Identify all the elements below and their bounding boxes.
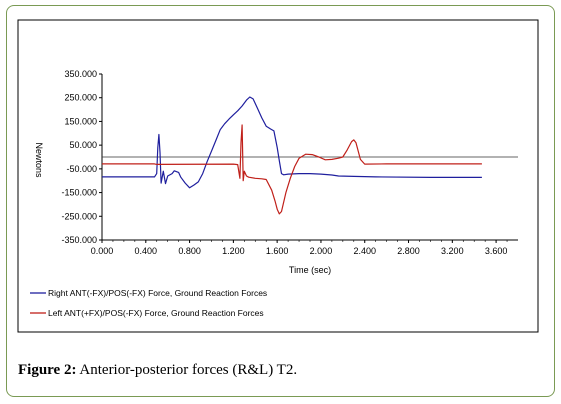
- x-tick-label: 3.600: [485, 246, 508, 256]
- x-tick-label: 0.400: [135, 246, 158, 256]
- legend-label: Left ANT(+FX)/POS(-FX) Force, Ground Rea…: [48, 308, 264, 318]
- x-tick-label: 0.000: [91, 246, 114, 256]
- x-tick-label: 1.600: [266, 246, 289, 256]
- caption-text: Anterior-posterior forces (R&L) T2.: [79, 362, 298, 378]
- x-tick-label: 3.200: [441, 246, 464, 256]
- legend-label: Right ANT(-FX)/POS(-FX) Force, Ground Re…: [48, 288, 267, 298]
- figure-frame: [6, 5, 555, 397]
- y-tick-label: 50.000: [69, 140, 97, 150]
- series-line-right: [102, 96, 482, 189]
- y-tick-label: 250.000: [64, 93, 97, 103]
- y-tick-label: 350.000: [64, 69, 97, 79]
- legend: Right ANT(-FX)/POS(-FX) Force, Ground Re…: [30, 288, 267, 318]
- x-tick-label: 1.200: [222, 246, 245, 256]
- y-tick-label: 150.000: [64, 116, 97, 126]
- x-tick-label: 2.000: [310, 246, 333, 256]
- y-tick-label: -250.000: [61, 211, 97, 221]
- x-axis-title: Time (sec): [289, 265, 331, 275]
- axes: 350.000 250.000 150.000 50.000 -50.000 -150.0…: [61, 69, 518, 256]
- x-tick-label: 0.800: [178, 246, 201, 256]
- chart-area-border: [17, 19, 539, 333]
- figure-caption: Figure 2: Anterior-posterior forces (R&L…: [18, 362, 297, 379]
- series-line-left: [102, 124, 482, 215]
- series-layer: [102, 96, 482, 215]
- chart: 350.000 250.000 150.000 50.000 -50.000 -150.0…: [17, 19, 539, 333]
- y-tick-label: -50.000: [66, 164, 97, 174]
- caption-label: Figure 2:: [18, 362, 77, 378]
- y-tick-label: -150.000: [61, 188, 97, 198]
- x-tick-label: 2.400: [353, 246, 376, 256]
- y-axis-title: Newtons: [34, 142, 44, 178]
- y-tick-label: -350.000: [61, 235, 97, 245]
- x-tick-label: 2.800: [397, 246, 420, 256]
